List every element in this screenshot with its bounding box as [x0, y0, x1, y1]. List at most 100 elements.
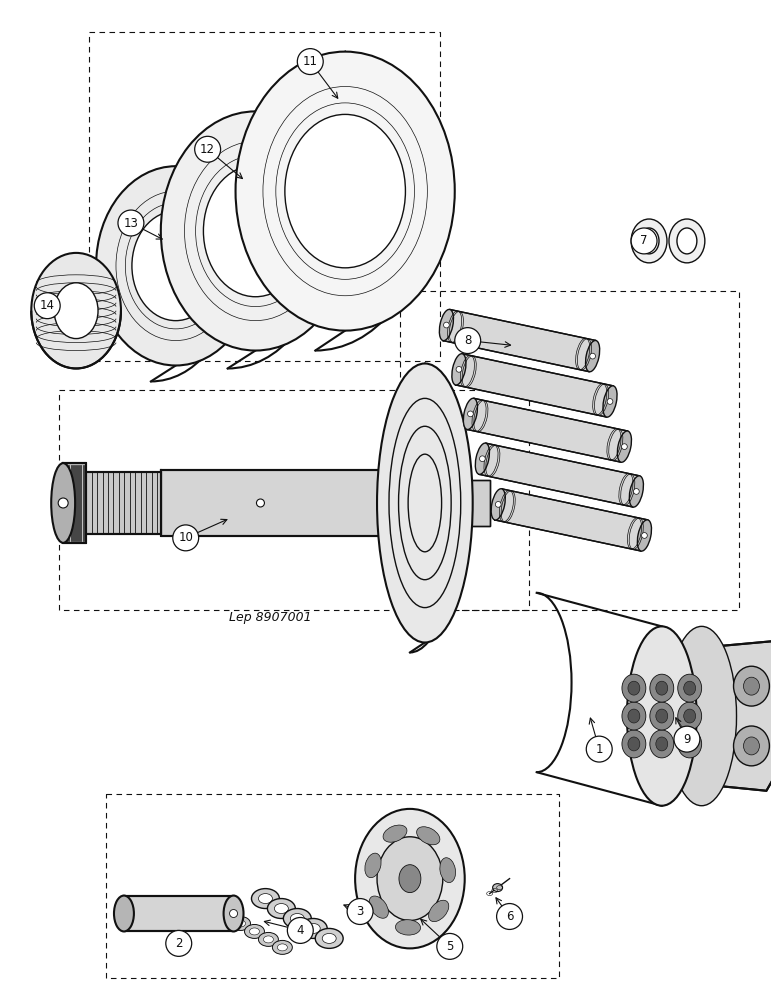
- Ellipse shape: [285, 114, 405, 268]
- Ellipse shape: [655, 681, 668, 695]
- Text: 2: 2: [175, 937, 182, 950]
- Ellipse shape: [355, 809, 465, 948]
- Ellipse shape: [585, 340, 600, 372]
- Circle shape: [347, 899, 373, 924]
- Ellipse shape: [628, 737, 640, 751]
- Ellipse shape: [369, 896, 388, 918]
- Ellipse shape: [365, 853, 381, 878]
- Circle shape: [631, 228, 657, 254]
- Ellipse shape: [132, 211, 219, 321]
- Polygon shape: [495, 489, 648, 551]
- Circle shape: [166, 930, 191, 956]
- Circle shape: [297, 49, 323, 75]
- Text: 3: 3: [357, 905, 364, 918]
- Text: 5: 5: [446, 940, 453, 953]
- Ellipse shape: [476, 443, 489, 474]
- Ellipse shape: [479, 456, 486, 462]
- Ellipse shape: [235, 920, 245, 927]
- Ellipse shape: [622, 730, 646, 758]
- Ellipse shape: [259, 932, 279, 946]
- Ellipse shape: [263, 936, 273, 943]
- Ellipse shape: [628, 709, 640, 723]
- Ellipse shape: [267, 899, 296, 918]
- Text: 11: 11: [303, 55, 318, 68]
- Ellipse shape: [440, 858, 455, 883]
- Ellipse shape: [491, 489, 506, 520]
- Ellipse shape: [493, 884, 503, 892]
- Text: 1: 1: [595, 743, 603, 756]
- Ellipse shape: [249, 928, 259, 935]
- Ellipse shape: [743, 737, 760, 755]
- Ellipse shape: [642, 533, 647, 538]
- Ellipse shape: [54, 283, 98, 339]
- Ellipse shape: [678, 702, 702, 730]
- Ellipse shape: [743, 677, 760, 695]
- Ellipse shape: [603, 386, 617, 417]
- Ellipse shape: [622, 674, 646, 702]
- Circle shape: [674, 726, 700, 752]
- Ellipse shape: [439, 309, 453, 341]
- Circle shape: [173, 525, 198, 551]
- Polygon shape: [443, 309, 596, 372]
- Ellipse shape: [607, 399, 613, 404]
- Ellipse shape: [639, 228, 659, 254]
- Polygon shape: [124, 896, 234, 931]
- Circle shape: [455, 328, 481, 354]
- Text: 8: 8: [464, 334, 472, 347]
- Ellipse shape: [627, 626, 696, 806]
- Text: 12: 12: [200, 143, 215, 156]
- Ellipse shape: [463, 398, 478, 430]
- Circle shape: [118, 210, 144, 236]
- Ellipse shape: [32, 253, 121, 368]
- Ellipse shape: [650, 674, 674, 702]
- Ellipse shape: [655, 737, 668, 751]
- Ellipse shape: [383, 825, 407, 842]
- Ellipse shape: [590, 353, 595, 359]
- Ellipse shape: [468, 411, 473, 417]
- Ellipse shape: [733, 726, 770, 766]
- Ellipse shape: [231, 916, 250, 930]
- Ellipse shape: [684, 709, 696, 723]
- Ellipse shape: [618, 431, 631, 462]
- Ellipse shape: [496, 502, 501, 507]
- Ellipse shape: [655, 709, 668, 723]
- Text: 10: 10: [178, 531, 193, 544]
- Ellipse shape: [638, 520, 652, 551]
- Circle shape: [195, 136, 221, 162]
- Ellipse shape: [669, 219, 705, 263]
- Ellipse shape: [667, 626, 736, 806]
- Polygon shape: [63, 463, 86, 543]
- Ellipse shape: [684, 737, 696, 751]
- Polygon shape: [425, 480, 489, 526]
- Ellipse shape: [259, 894, 273, 904]
- Ellipse shape: [629, 476, 643, 507]
- Ellipse shape: [245, 924, 265, 938]
- Ellipse shape: [161, 111, 350, 351]
- Ellipse shape: [203, 165, 307, 297]
- Ellipse shape: [300, 918, 327, 938]
- Ellipse shape: [273, 940, 293, 954]
- Ellipse shape: [621, 444, 628, 449]
- Ellipse shape: [290, 914, 304, 923]
- Ellipse shape: [256, 499, 265, 507]
- Ellipse shape: [274, 904, 289, 914]
- Ellipse shape: [252, 889, 279, 909]
- Ellipse shape: [114, 896, 134, 931]
- Ellipse shape: [678, 674, 702, 702]
- Ellipse shape: [650, 730, 674, 758]
- Ellipse shape: [224, 896, 243, 931]
- Ellipse shape: [322, 933, 336, 943]
- Ellipse shape: [306, 923, 320, 933]
- Polygon shape: [479, 443, 640, 507]
- Text: 14: 14: [39, 299, 55, 312]
- Circle shape: [287, 917, 313, 943]
- Ellipse shape: [229, 910, 238, 917]
- Text: 13: 13: [124, 217, 138, 230]
- Ellipse shape: [622, 702, 646, 730]
- Ellipse shape: [377, 363, 472, 642]
- Text: 9: 9: [683, 733, 691, 746]
- Ellipse shape: [678, 730, 702, 758]
- Ellipse shape: [650, 702, 674, 730]
- Ellipse shape: [51, 463, 75, 543]
- Ellipse shape: [283, 909, 311, 928]
